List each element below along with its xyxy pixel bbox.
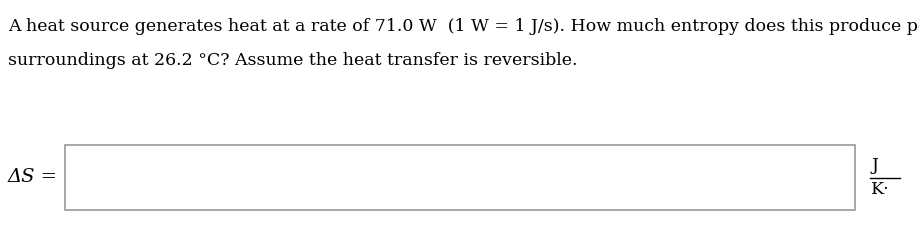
Text: A heat source generates heat at a rate of 71.0 W  (1 W = 1 J/s). How much entrop: A heat source generates heat at a rate o… bbox=[8, 18, 919, 35]
Text: ΔS =: ΔS = bbox=[8, 168, 58, 186]
Text: J: J bbox=[872, 158, 879, 174]
FancyBboxPatch shape bbox=[65, 145, 855, 210]
Text: K·: K· bbox=[871, 180, 890, 197]
Text: surroundings at 26.2 °C? Assume the heat transfer is reversible.: surroundings at 26.2 °C? Assume the heat… bbox=[8, 52, 577, 69]
